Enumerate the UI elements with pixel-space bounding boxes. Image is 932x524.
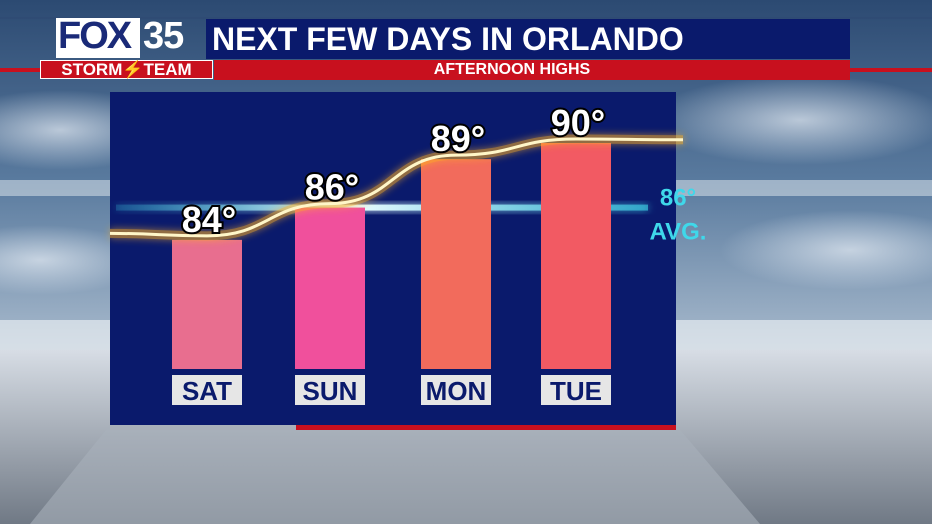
bar-mon <box>421 159 491 369</box>
panel-accent <box>296 425 676 430</box>
title-bar <box>206 19 850 59</box>
trend-line <box>109 137 684 238</box>
storm-team-label: STORM⚡TEAM <box>61 60 192 79</box>
category-label-bg <box>541 375 611 405</box>
average-line <box>116 204 648 211</box>
category-label-mon: MON <box>426 376 487 406</box>
value-label-tue: 90° <box>551 102 605 143</box>
value-label-mon: 89° <box>431 118 485 159</box>
fox-logo: FOX <box>58 15 132 57</box>
channel-number: 35 <box>143 15 184 57</box>
value-label-sat: 84° <box>182 199 236 240</box>
page-title: NEXT FEW DAYS IN ORLANDO <box>212 21 684 57</box>
category-label-sat: SAT <box>182 376 232 406</box>
category-label-sun: SUN <box>303 376 358 406</box>
average-value: 86° <box>660 185 696 212</box>
bar-tue <box>541 143 611 369</box>
bar-sun <box>295 207 365 369</box>
category-label-tue: TUE <box>550 376 602 406</box>
red-strip <box>0 68 932 72</box>
value-label-sun: 86° <box>305 167 359 208</box>
category-label-bg <box>295 375 365 405</box>
category-label-bg <box>421 375 491 405</box>
category-label-bg <box>172 375 242 405</box>
chart-subtitle: AFTERNOON HIGHS <box>433 61 591 78</box>
storm-team-badge <box>40 60 213 79</box>
subtitle-bar <box>214 60 850 80</box>
average-caption: AVG. <box>650 219 707 246</box>
logo-backplate <box>56 18 140 58</box>
bar-sat <box>172 239 242 369</box>
